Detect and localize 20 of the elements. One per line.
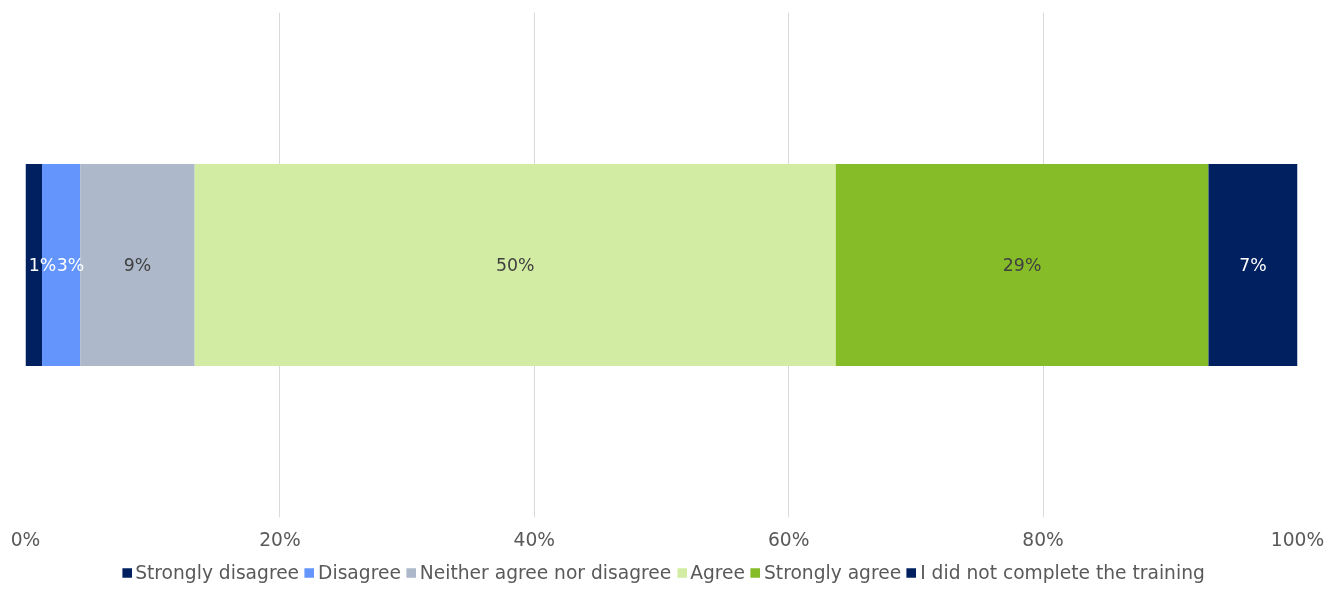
legend-label: I did not complete the training bbox=[920, 561, 1205, 583]
data-label: 9% bbox=[123, 255, 152, 275]
legend-label: Neither agree nor disagree bbox=[419, 561, 672, 583]
bar bbox=[1208, 164, 1298, 366]
legend-label: Strongly agree bbox=[764, 561, 902, 583]
legend-label: Disagree bbox=[318, 561, 401, 583]
data-label: 29% bbox=[1002, 255, 1042, 275]
legend-label: Strongly disagree bbox=[135, 561, 300, 583]
x-tick-label: 80% bbox=[1022, 528, 1064, 550]
legend-label: Agree bbox=[690, 561, 746, 583]
x-tick-label: 60% bbox=[767, 528, 810, 550]
data-label: 3% bbox=[56, 255, 85, 275]
x-tick-label: 0% bbox=[10, 528, 41, 550]
x-tick-label: 20% bbox=[259, 528, 301, 550]
data-label: 7% bbox=[1239, 255, 1267, 275]
x-tick-label: 40% bbox=[513, 528, 556, 550]
x-tick-label: 100% bbox=[1270, 528, 1325, 550]
bar bbox=[835, 164, 1209, 366]
bar bbox=[194, 164, 836, 366]
data-label: 50% bbox=[495, 255, 535, 275]
